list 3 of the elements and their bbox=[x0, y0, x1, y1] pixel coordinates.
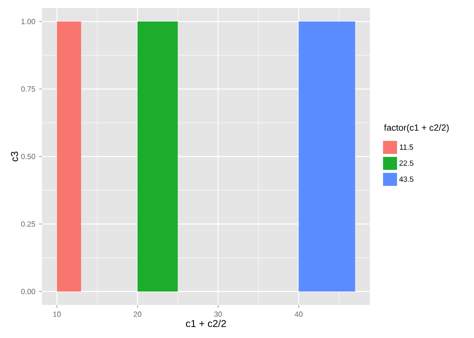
legend-title: factor(c1 + c2/2) bbox=[384, 124, 449, 133]
y-axis-title: c3 bbox=[10, 152, 18, 162]
x-axis-title: c1 + c2/2 bbox=[186, 320, 226, 328]
